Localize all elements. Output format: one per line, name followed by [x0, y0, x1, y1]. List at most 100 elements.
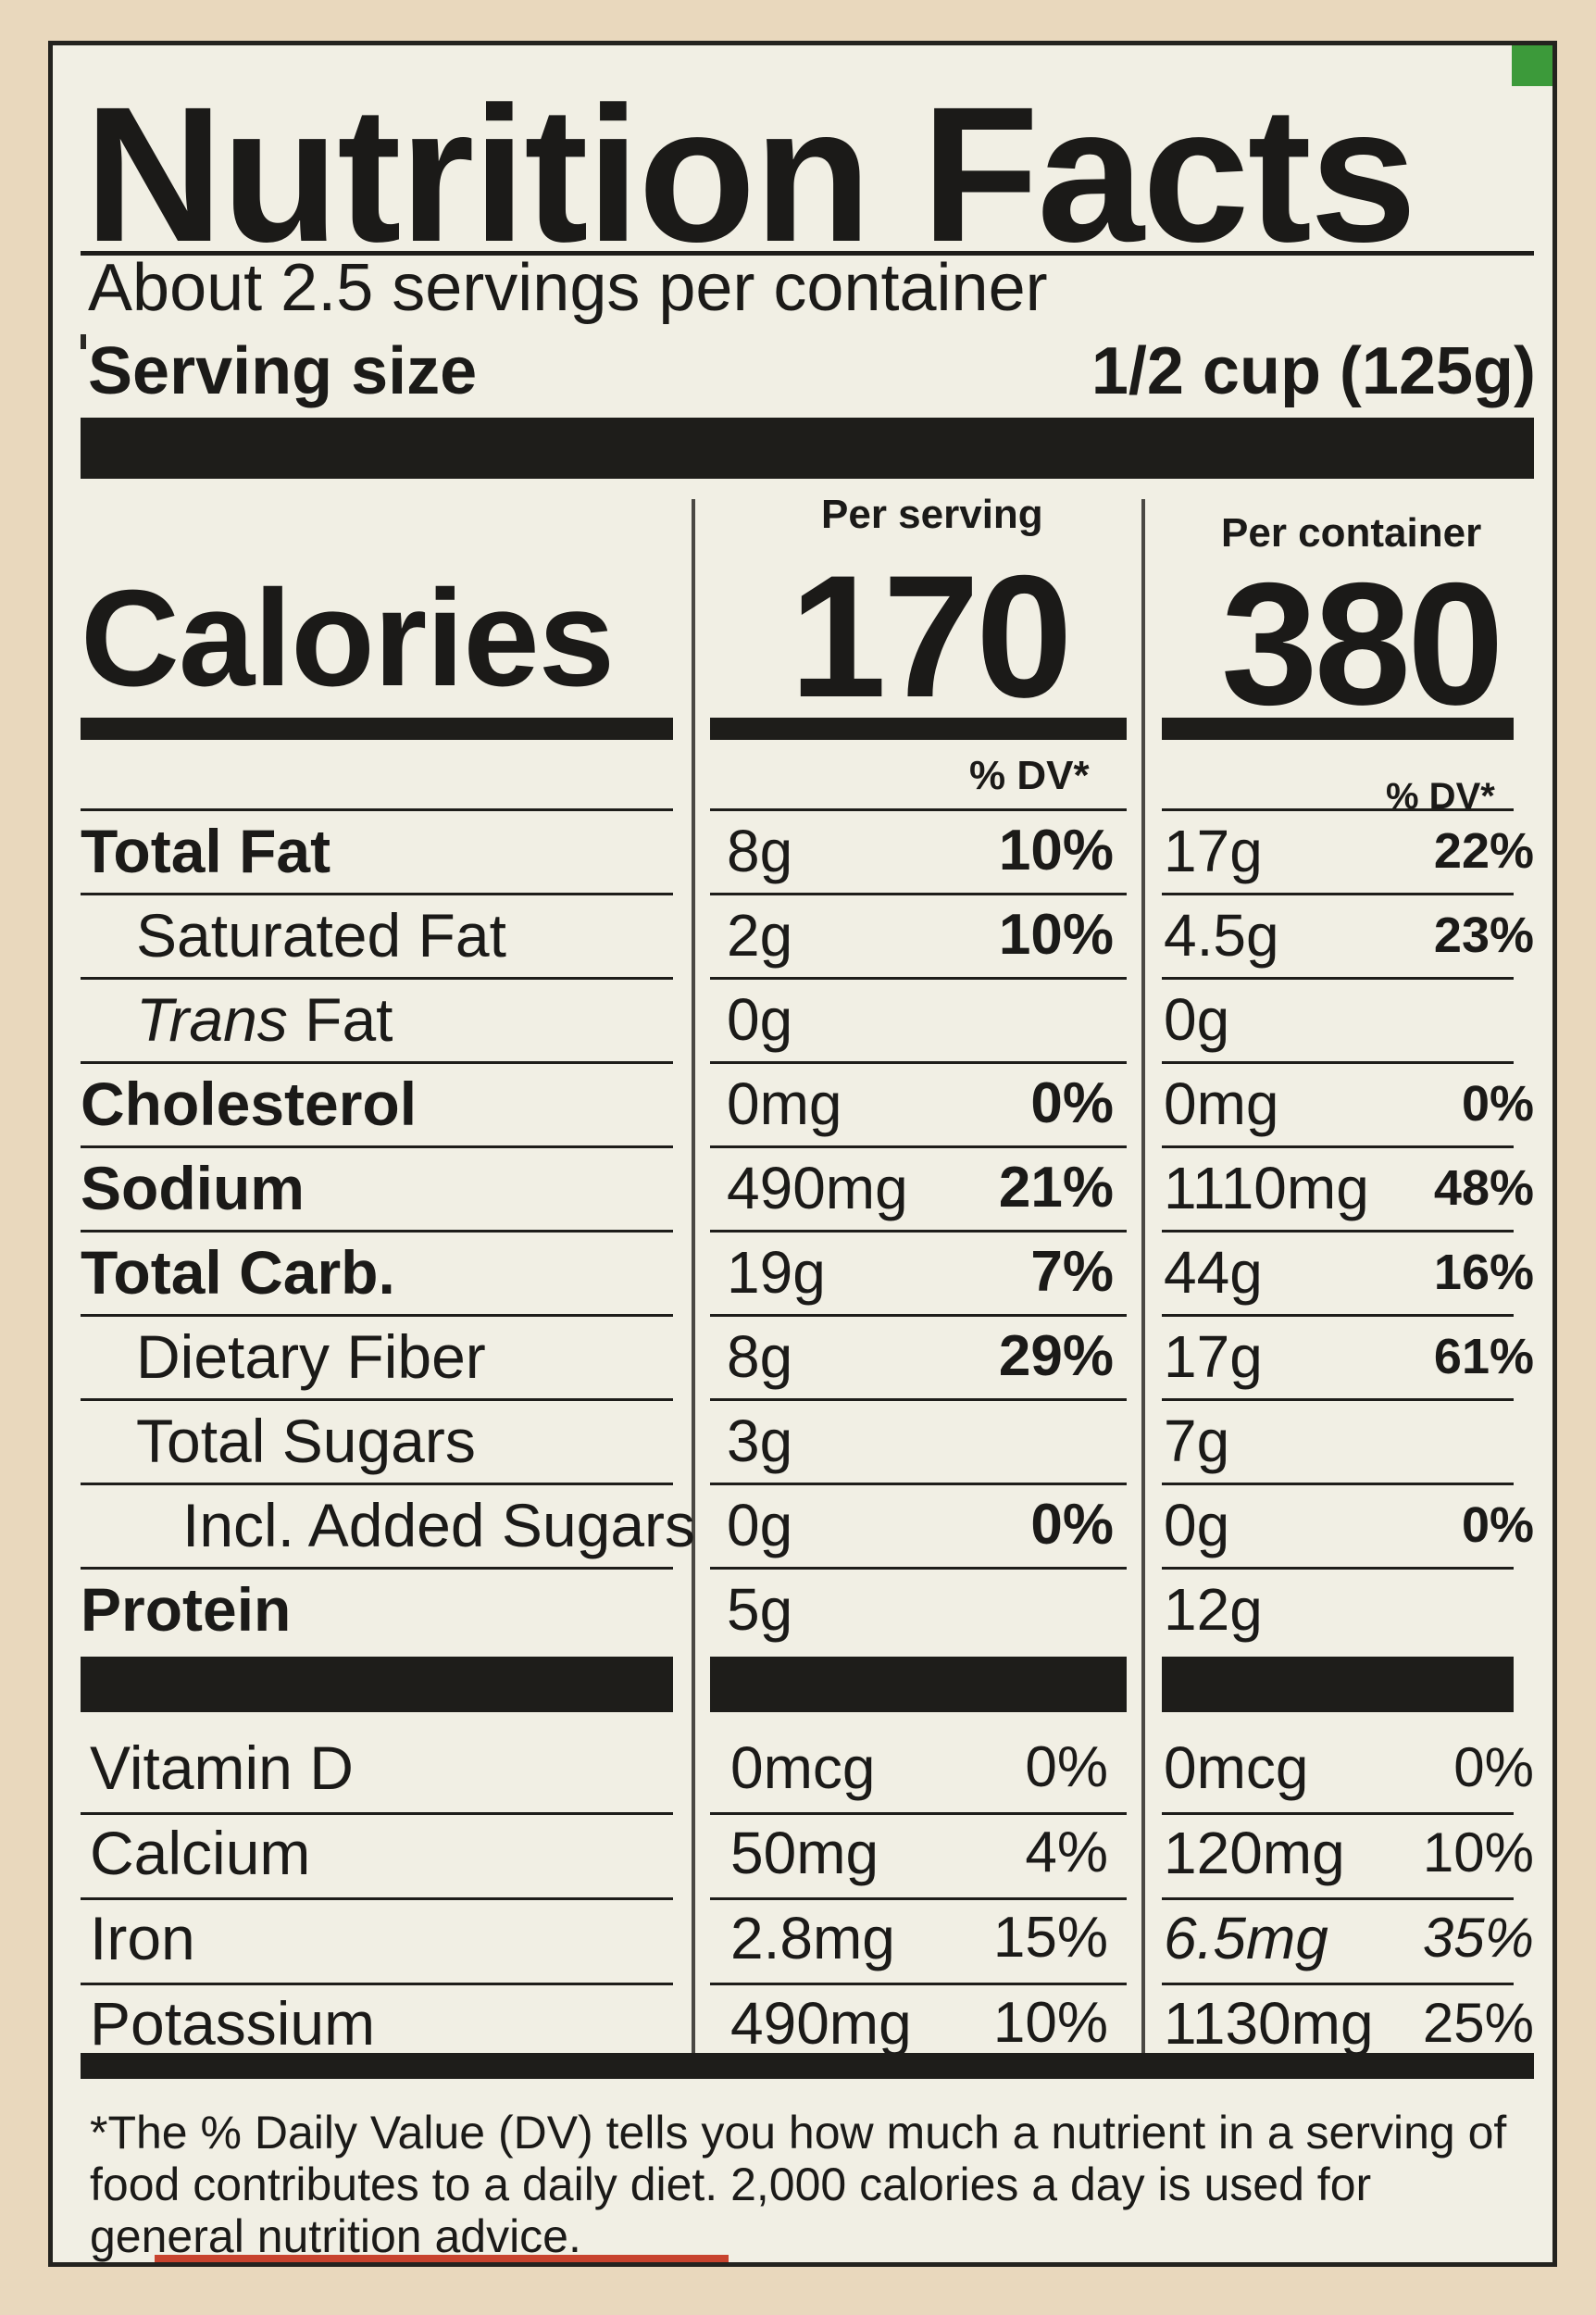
thick-divider	[81, 418, 1534, 479]
container-amount: 1110mg	[1164, 1155, 1369, 1221]
servings-per-container: About 2.5 servings per container	[88, 251, 1048, 325]
container-dv: 35%	[1422, 1907, 1534, 1969]
print-mark	[81, 334, 86, 349]
row-divider	[81, 1314, 673, 1317]
row-divider	[81, 1398, 673, 1401]
row-divider	[1162, 1897, 1514, 1900]
serving-size-value: 1/2 cup (125g)	[1091, 334, 1536, 408]
serving-dv: 10%	[998, 903, 1114, 967]
serving-dv: 0%	[1030, 1071, 1114, 1135]
row-divider	[81, 1230, 673, 1233]
daily-value-footnote: *The % Daily Value (DV) tells you how mu…	[90, 2107, 1507, 2262]
serving-dv: 10%	[992, 1991, 1108, 2055]
nutrient-name-italic: Trans	[136, 985, 288, 1054]
row-divider	[710, 1230, 1127, 1233]
row-divider	[1162, 1061, 1514, 1064]
vitamin-divider	[81, 1657, 673, 1712]
row-divider	[1162, 1398, 1514, 1401]
container-dv: 0%	[1453, 1736, 1534, 1798]
row-divider	[1162, 808, 1514, 811]
container-dv: 48%	[1433, 1160, 1534, 1216]
row-divider	[81, 1897, 673, 1900]
container-dv: 10%	[1422, 1821, 1534, 1883]
container-amount: 44g	[1164, 1239, 1263, 1306]
package-red-edge	[155, 2255, 729, 2262]
serving-dv: 29%	[998, 1324, 1114, 1388]
row-divider	[81, 1812, 673, 1815]
serving-amount: 2.8mg	[730, 1905, 895, 1971]
serving-amount: 3g	[727, 1408, 793, 1474]
calories-divider	[81, 718, 673, 740]
row-divider	[710, 1314, 1127, 1317]
label-title: Nutrition Facts	[84, 68, 1417, 282]
vitamin-name: Calcium	[90, 1819, 311, 1887]
container-amount: 7g	[1164, 1408, 1230, 1474]
row-divider	[710, 1483, 1127, 1485]
serving-dv: 0%	[1030, 1493, 1114, 1557]
row-divider	[710, 1567, 1127, 1570]
container-dv: 23%	[1433, 907, 1534, 963]
row-divider	[81, 1145, 673, 1148]
serving-amount: 0g	[727, 986, 793, 1053]
container-dv: 22%	[1433, 823, 1534, 879]
container-amount: 4.5g	[1164, 902, 1279, 969]
container-amount: 0mg	[1164, 1070, 1279, 1137]
row-divider	[1162, 1483, 1514, 1485]
serving-dv: 21%	[998, 1156, 1114, 1220]
serving-amount: 0mg	[727, 1070, 842, 1137]
row-divider	[1162, 1983, 1514, 1985]
row-divider	[710, 1983, 1127, 1985]
serving-amount: 50mg	[730, 1820, 879, 1886]
dv-header-serving: % DV*	[969, 753, 1090, 798]
serving-dv: 15%	[992, 1906, 1108, 1970]
vitamin-name: Iron	[90, 1904, 195, 1972]
row-divider	[1162, 1145, 1514, 1148]
nutrient-name: Trans Fat	[136, 982, 393, 1057]
vitamin-name: Potassium	[90, 1989, 376, 2058]
nutrient-name: Saturated Fat	[136, 901, 506, 970]
calories-divider	[710, 718, 1127, 740]
vitamin-divider	[710, 1657, 1127, 1712]
serving-amount: 0g	[727, 1492, 793, 1558]
container-amount: 12g	[1164, 1576, 1263, 1643]
serving-amount: 490mg	[730, 1990, 912, 2057]
vitamin-divider	[1162, 1657, 1514, 1712]
row-divider	[1162, 1567, 1514, 1570]
row-divider	[710, 893, 1127, 895]
container-dv: 0%	[1461, 1497, 1534, 1553]
nutrition-label: Nutrition Facts About 2.5 servings per c…	[48, 41, 1557, 2267]
nutrient-name: Total Carb.	[81, 1238, 395, 1307]
serving-size-label: Serving size	[88, 334, 478, 408]
per-container-header: Per container	[1221, 510, 1482, 556]
nutrient-name-text: Fat	[305, 985, 393, 1054]
container-dv: 25%	[1422, 1992, 1534, 2054]
divider	[81, 251, 1534, 256]
row-divider	[710, 977, 1127, 980]
bottom-divider	[81, 2053, 1534, 2079]
row-divider	[710, 1061, 1127, 1064]
calories-per-container: 380	[1221, 546, 1504, 741]
calories-divider	[1162, 718, 1514, 740]
row-divider	[1162, 1314, 1514, 1317]
package-green-corner	[1512, 45, 1552, 86]
row-divider	[710, 1145, 1127, 1148]
calories-label: Calories	[81, 562, 615, 715]
serving-amount: 5g	[727, 1576, 793, 1643]
serving-dv: 0%	[1025, 1735, 1108, 1799]
container-amount: 1130mg	[1164, 1990, 1374, 2057]
column-divider	[1141, 499, 1145, 2073]
serving-amount: 2g	[727, 902, 793, 969]
serving-amount: 8g	[727, 1323, 793, 1390]
nutrient-name: Dietary Fiber	[136, 1322, 486, 1391]
nutrient-name: Total Sugars	[136, 1407, 476, 1475]
nutrient-name: Protein	[81, 1575, 292, 1644]
nutrient-name: Sodium	[81, 1154, 305, 1222]
serving-amount: 0mcg	[730, 1734, 876, 1801]
row-divider	[1162, 1230, 1514, 1233]
serving-amount: 8g	[727, 818, 793, 884]
per-serving-header: Per serving	[821, 492, 1043, 537]
container-amount: 17g	[1164, 818, 1263, 884]
nutrient-name: Incl. Added Sugars	[182, 1491, 696, 1559]
container-amount: 6.5mg	[1164, 1905, 1328, 1971]
row-divider	[1162, 977, 1514, 980]
